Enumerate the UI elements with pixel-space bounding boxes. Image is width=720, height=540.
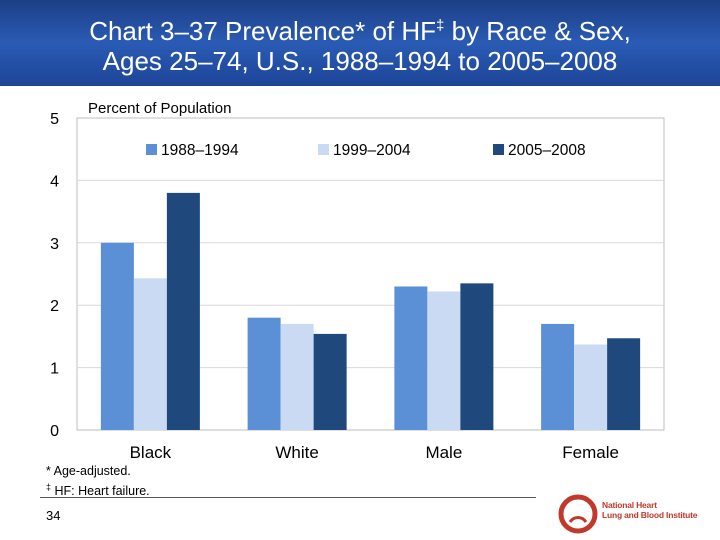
bar [166,192,200,430]
y-tick-label: 1 [50,361,59,378]
x-axis-ticks: Black White Male Female [130,443,619,462]
y-axis-label: Percent of Population [88,100,231,117]
bar [541,323,575,430]
legend-swatch [493,144,504,155]
page-number: 34 [46,508,61,523]
bar [460,283,494,430]
double-dagger-mark: ‡ [436,17,445,34]
chart-title-line1: Chart 3–37 Prevalence* of HF‡ by Race & … [89,16,631,46]
y-tick-label: 0 [50,423,59,440]
legend-swatch [146,144,157,155]
bar [574,344,608,430]
x-tick-label: Female [562,443,619,462]
footnotes: * Age-adjusted. ‡ HF: Heart failure. [46,463,150,499]
y-tick-label: 3 [50,236,59,253]
footnote-divider [40,497,536,498]
y-tick-label: 5 [50,111,59,128]
bar [280,323,314,430]
nhlbi-logo-icon [558,494,598,534]
footnote-hf: ‡ HF: Heart failure. [46,482,150,499]
slide-header: Chart 3–37 Prevalence* of HF‡ by Race & … [0,0,720,86]
nhlbi-logo-text: National Heart Lung and Blood Institute [602,500,698,520]
legend: 1988–1994 1999–2004 2005–2008 [146,142,586,159]
bar [247,317,281,430]
bar [427,291,461,430]
x-tick-label: Male [425,443,462,462]
x-tick-label: White [275,443,318,462]
legend-label: 1999–2004 [333,142,411,159]
bar [607,338,641,430]
y-tick-label: 2 [50,298,59,315]
bar [313,333,347,430]
nhlbi-logo: National Heart Lung and Blood Institute [556,492,698,536]
y-tick-label: 4 [50,173,59,190]
bar [133,278,167,430]
x-tick-label: Black [130,443,172,462]
legend-label: 2005–2008 [508,142,586,159]
legend-swatch [318,144,329,155]
chart-title-line2: Ages 25–74, U.S., 1988–1994 to 2005–2008 [102,46,618,76]
bar [100,242,134,430]
y-axis-ticks: 0 1 2 3 4 5 [50,111,59,440]
bars [100,192,641,430]
footnote-age-adjusted: * Age-adjusted. [46,464,131,478]
bar [394,286,428,430]
legend-label: 1988–1994 [161,142,239,159]
